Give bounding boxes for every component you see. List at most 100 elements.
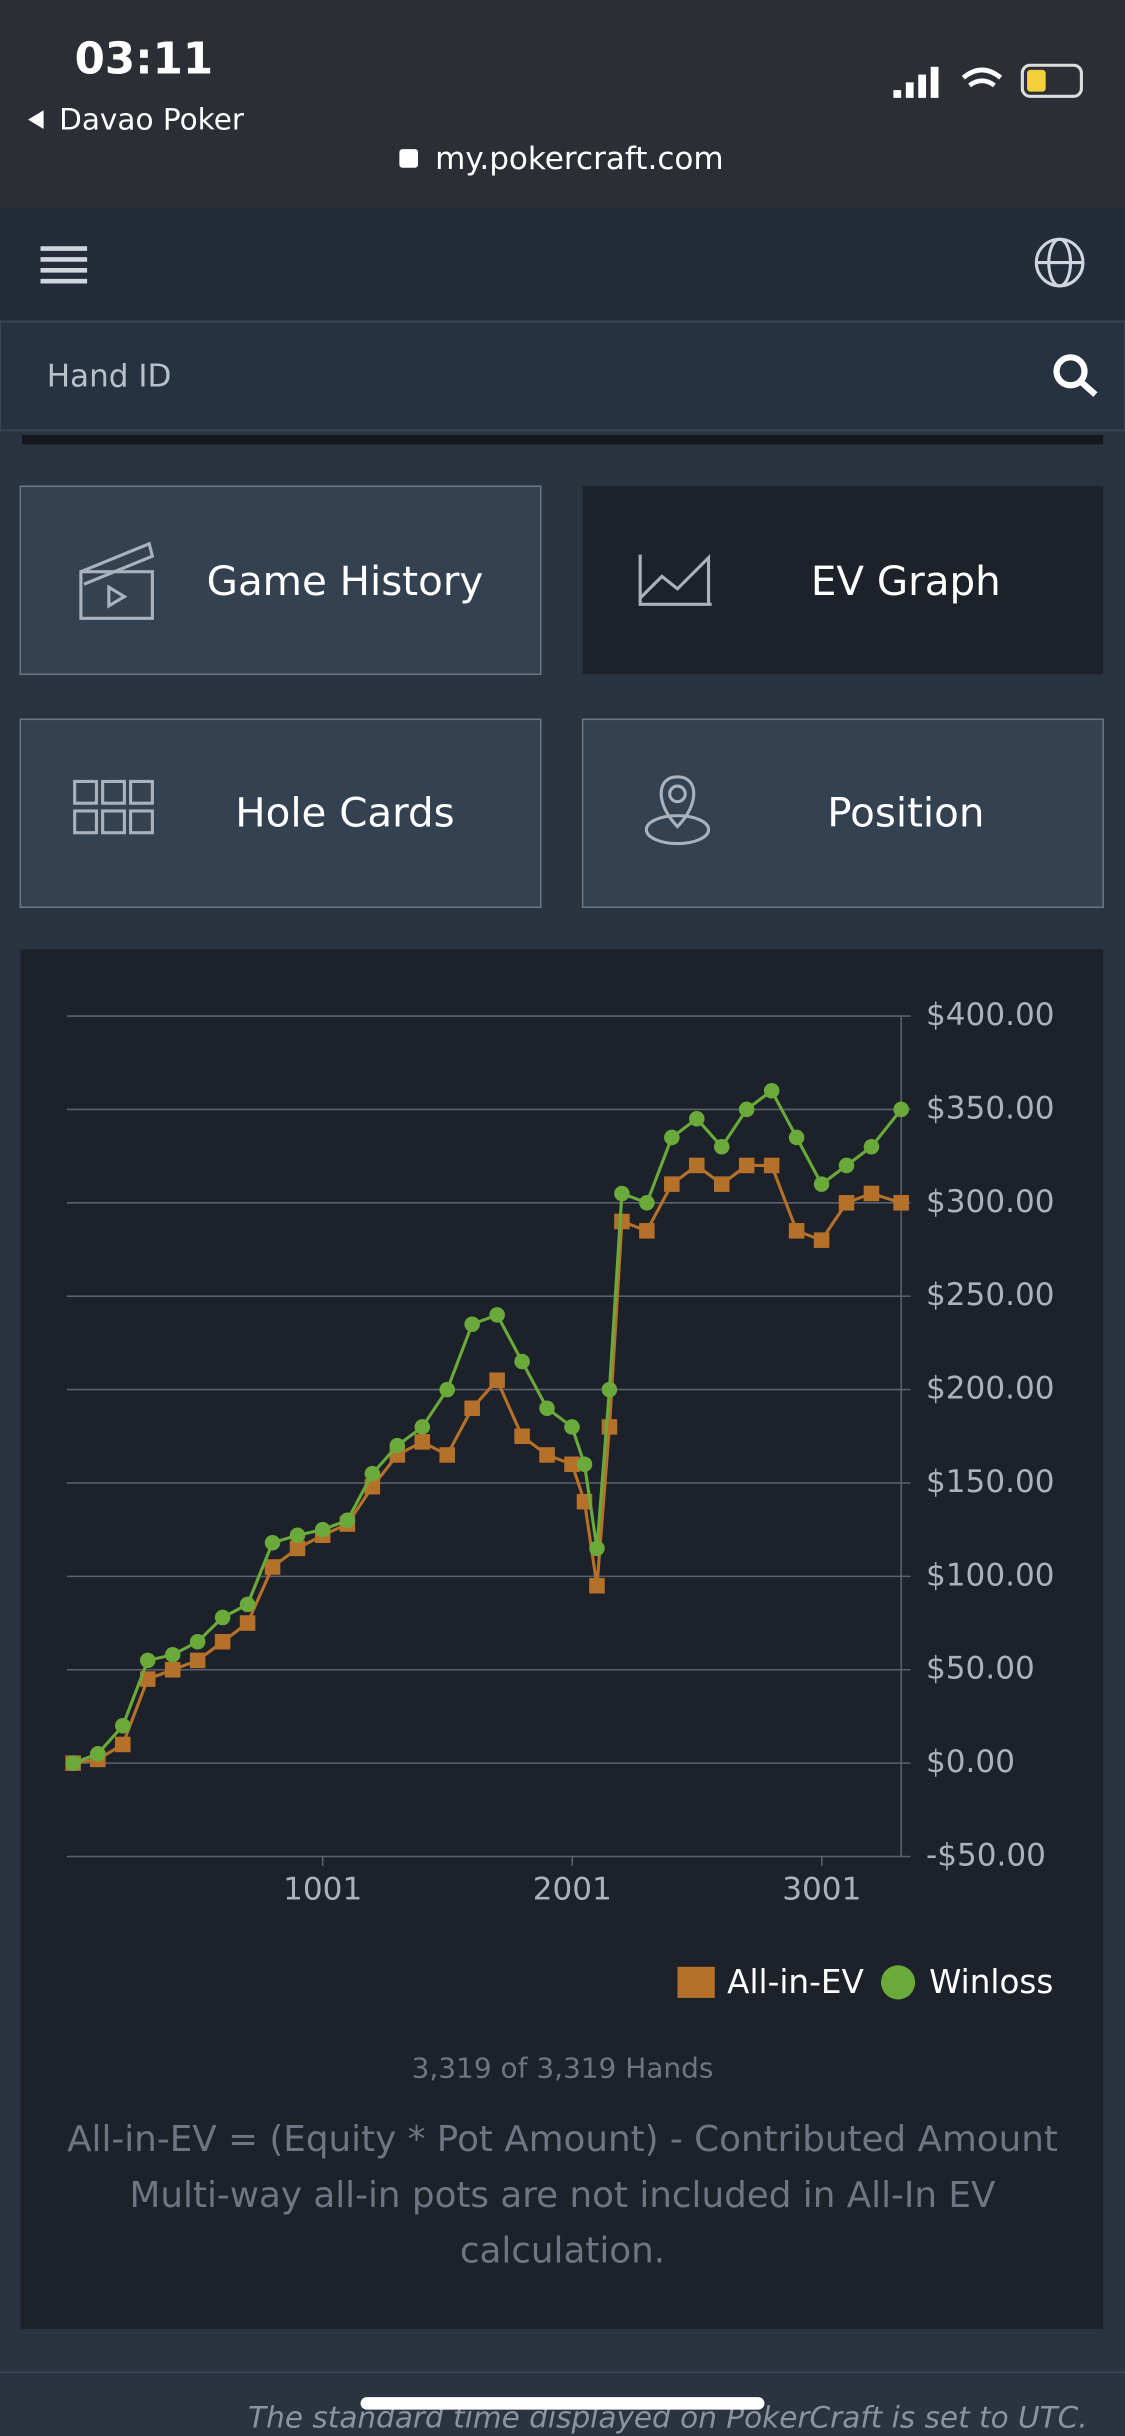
- marker: [289, 1540, 306, 1557]
- marker: [601, 1381, 618, 1398]
- marker: [813, 1232, 830, 1248]
- note: Multi-way all-in pots are not included i…: [130, 2175, 996, 2216]
- back-label[interactable]: Davao Poker: [59, 103, 245, 137]
- wifi: [961, 67, 1003, 88]
- marker: [65, 1755, 81, 1771]
- marker: [189, 1652, 206, 1669]
- search-icon[interactable]: [1053, 354, 1098, 397]
- url: my.pokercraft.com: [435, 141, 724, 177]
- marker: [713, 1176, 730, 1192]
- x-tick-label: 1001: [283, 1872, 362, 1908]
- marker: [614, 1185, 630, 1202]
- tile[interactable]: [19, 718, 542, 909]
- y-tick-label: $200.00: [926, 1371, 1054, 1407]
- marker: [164, 1647, 181, 1663]
- tile-label[interactable]: Position: [827, 790, 984, 837]
- nav-bar: [0, 208, 1125, 321]
- note: All-in-EV = (Equity * Pot Amount) - Cont…: [67, 2119, 1058, 2160]
- tile-label[interactable]: EV Graph: [811, 558, 1001, 605]
- marker: [364, 1465, 381, 1482]
- marker: [464, 1400, 480, 1417]
- marker: [639, 1223, 655, 1239]
- y-tick-label: $250.00: [926, 1277, 1054, 1313]
- back-arrow[interactable]: [28, 110, 44, 129]
- icon-clapper: [79, 541, 155, 620]
- marker: [514, 1428, 530, 1445]
- tile[interactable]: [581, 718, 1104, 909]
- marker: [863, 1185, 880, 1202]
- time: 03:11: [75, 35, 213, 85]
- y-tick-label: $350.00: [926, 1090, 1054, 1126]
- marker: [589, 1540, 605, 1557]
- tile[interactable]: [19, 485, 542, 676]
- marker: [314, 1521, 331, 1538]
- marker: [738, 1157, 755, 1174]
- lock: [399, 149, 419, 168]
- tile-label[interactable]: Game History: [207, 558, 484, 605]
- marker: [239, 1615, 256, 1631]
- marker: [713, 1139, 730, 1155]
- marker: [664, 1129, 680, 1146]
- signal: [893, 66, 939, 98]
- marker: [239, 1596, 256, 1613]
- marker: [893, 1101, 909, 1118]
- y-tick-label: $0.00: [926, 1744, 1015, 1780]
- y-tick-label: $50.00: [926, 1651, 1035, 1687]
- icon-position: [644, 775, 711, 846]
- icon-graph: [638, 553, 712, 606]
- marker: [439, 1381, 455, 1398]
- y-tick-label: $100.00: [926, 1557, 1054, 1593]
- marker: [838, 1157, 855, 1174]
- y-tick-label: $400.00: [926, 997, 1054, 1033]
- tile-label[interactable]: Hole Cards: [235, 790, 454, 837]
- battery-level: [1027, 69, 1046, 92]
- marker: [289, 1527, 306, 1544]
- y-tick-label: $300.00: [926, 1184, 1054, 1220]
- marker: [539, 1447, 555, 1463]
- marker: [439, 1447, 455, 1463]
- marker: [139, 1671, 156, 1687]
- x-tick-label: 3001: [782, 1872, 861, 1908]
- search-placeholder[interactable]: Hand ID: [47, 359, 172, 395]
- marker: [564, 1419, 580, 1435]
- chart: -$50.00 $0.00 $50.00 $100.00 $150.00 $200.00 $…: [65, 997, 1054, 2001]
- legend-swatch: [677, 1966, 715, 1998]
- home-indicator: [360, 2397, 765, 2410]
- menu-icon[interactable]: [40, 246, 88, 284]
- marker: [763, 1157, 780, 1174]
- marker: [576, 1456, 593, 1473]
- status-bar: [0, 0, 1125, 209]
- marker: [414, 1434, 431, 1450]
- marker: [489, 1372, 505, 1389]
- marker: [414, 1419, 431, 1435]
- marker: [139, 1652, 156, 1669]
- icon-grid: [73, 779, 154, 835]
- globe-icon[interactable]: [1034, 237, 1085, 288]
- marker: [514, 1353, 530, 1370]
- marker: [838, 1195, 855, 1211]
- marker: [664, 1176, 680, 1192]
- marker: [214, 1633, 231, 1650]
- legend-label: All-in-EV: [727, 1963, 864, 2001]
- marker: [639, 1195, 655, 1211]
- marker: [564, 1456, 580, 1473]
- marker: [389, 1437, 406, 1454]
- marker: [788, 1223, 805, 1239]
- search-bar[interactable]: [0, 320, 1125, 432]
- marker: [464, 1316, 480, 1332]
- marker: [813, 1176, 830, 1192]
- marker: [763, 1082, 780, 1099]
- marker: [115, 1736, 131, 1753]
- marker: [339, 1512, 356, 1529]
- marker: [614, 1213, 630, 1230]
- marker: [539, 1400, 555, 1417]
- marker: [893, 1195, 909, 1211]
- marker: [189, 1633, 206, 1650]
- marker: [264, 1534, 281, 1551]
- note: calculation.: [460, 2231, 665, 2272]
- tile-active[interactable]: [582, 486, 1104, 675]
- marker: [738, 1101, 755, 1118]
- marker: [689, 1110, 705, 1127]
